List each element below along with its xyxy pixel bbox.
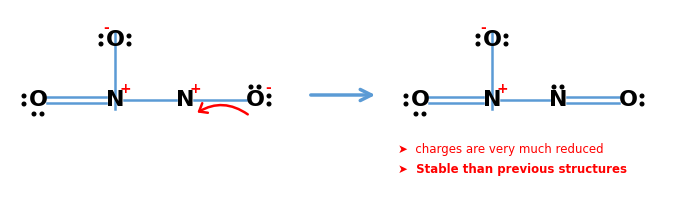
Text: O: O <box>410 90 430 110</box>
Circle shape <box>404 94 408 98</box>
Circle shape <box>552 85 556 89</box>
Text: O: O <box>106 30 125 50</box>
Circle shape <box>127 42 131 46</box>
Circle shape <box>560 85 564 89</box>
Text: ➤  charges are very much reduced: ➤ charges are very much reduced <box>398 143 603 156</box>
Circle shape <box>476 42 480 46</box>
Circle shape <box>504 34 508 38</box>
Circle shape <box>504 42 508 46</box>
Text: +: + <box>496 82 507 96</box>
Text: N: N <box>549 90 567 110</box>
Circle shape <box>249 85 253 89</box>
FancyArrowPatch shape <box>199 103 248 114</box>
Text: O: O <box>619 90 638 110</box>
Circle shape <box>476 34 480 38</box>
Circle shape <box>422 112 426 116</box>
Circle shape <box>32 112 36 116</box>
Circle shape <box>40 112 44 116</box>
Circle shape <box>127 34 131 38</box>
Circle shape <box>99 34 103 38</box>
Text: O: O <box>246 90 265 110</box>
Circle shape <box>257 85 261 89</box>
Circle shape <box>640 94 644 98</box>
Circle shape <box>22 102 26 106</box>
Circle shape <box>414 112 418 116</box>
Circle shape <box>22 94 26 98</box>
Text: O: O <box>29 90 48 110</box>
Circle shape <box>99 42 103 46</box>
Text: +: + <box>189 82 201 96</box>
Circle shape <box>267 102 271 106</box>
Text: N: N <box>176 90 195 110</box>
Text: -: - <box>480 21 486 35</box>
Circle shape <box>267 94 271 98</box>
Text: O: O <box>482 30 501 50</box>
Text: N: N <box>483 90 501 110</box>
Text: -: - <box>265 81 271 95</box>
Circle shape <box>404 102 408 106</box>
Text: -: - <box>103 21 109 35</box>
Circle shape <box>640 102 644 106</box>
Text: +: + <box>119 82 131 96</box>
Text: ➤  Stable than previous structures: ➤ Stable than previous structures <box>398 164 627 177</box>
Text: N: N <box>106 90 125 110</box>
